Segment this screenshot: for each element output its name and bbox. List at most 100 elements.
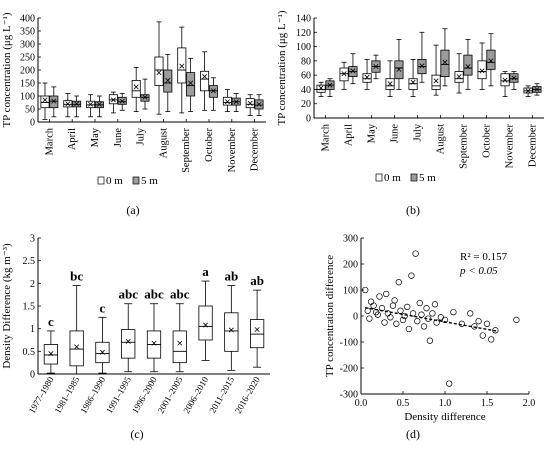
box-period-5-box <box>172 330 187 364</box>
data-point <box>404 303 411 311</box>
y-axis-label: TP concentration (μg L⁻¹) <box>276 10 288 125</box>
x-tick-label: 2001–2005 <box>156 375 185 416</box>
legend-label: 5 m <box>419 172 436 184</box>
data-point <box>362 286 369 294</box>
panel-b: 0 20 40 60 80 100 120 140 TP concentration (μg L… <box>276 0 550 224</box>
panel-label: (d) <box>406 427 420 441</box>
plot-area: 0 20 40 60 80 100 120 140 TP concentration (μg L… <box>276 10 544 169</box>
x-tick-label: 2006–2010 <box>181 375 210 416</box>
box-5m-june-mean-marker <box>119 98 125 104</box>
box-5m-august-mean-marker <box>165 77 171 83</box>
box-5m-may-mean-marker <box>96 101 102 107</box>
box-5m-august-mean-marker <box>442 59 448 65</box>
box-5m-october-mean-marker <box>210 88 216 94</box>
x-tick-label: 1.5 <box>481 398 494 409</box>
x-tick-label: 2011–2015 <box>207 375 236 415</box>
box-period-4-mean-marker <box>151 340 157 346</box>
box-5m-july-box <box>140 94 150 102</box>
box-0m-march-mean-marker <box>318 85 324 91</box>
data-point <box>408 272 415 279</box>
x-tick-label: 2016–2020 <box>233 375 262 416</box>
y-tick-label: 400 <box>20 14 35 25</box>
x-tick-label: 1.0 <box>439 398 452 409</box>
box-0m-may-mean-marker <box>364 74 370 80</box>
box-period-0-mean-marker <box>48 351 54 357</box>
box-0m-september-mean-marker <box>179 63 185 69</box>
box-0m-june-box <box>108 94 118 105</box>
box-period-8-box <box>250 319 265 349</box>
box-0m-august-mean-marker <box>156 70 162 76</box>
y-tick-label: 120 <box>296 28 311 39</box>
box-0m-october-box <box>200 70 210 92</box>
y-tick-label: 150 <box>20 79 35 90</box>
y-tick-label: -300 <box>340 390 358 401</box>
significance-letter: c <box>100 300 106 315</box>
x-tick-label: December <box>528 123 539 167</box>
box-period-3-mean-marker <box>125 338 131 344</box>
data-point <box>471 323 478 330</box>
legend-label: 0 m <box>384 172 401 184</box>
y-tick-label: 40 <box>301 85 311 96</box>
data-point <box>374 311 381 318</box>
data-point <box>431 301 439 308</box>
box-5m-october-box <box>486 49 496 70</box>
data-point <box>393 320 400 327</box>
box-5m-december-mean-marker <box>534 86 540 92</box>
x-tick-label: 0.5 <box>397 398 410 409</box>
box-5m-september-mean-marker <box>465 64 471 70</box>
x-tick-label: June <box>113 128 124 148</box>
data-point <box>364 307 371 314</box>
significance-letter: c <box>48 314 54 329</box>
x-tick-label: March <box>321 123 332 151</box>
x-tick-label: October <box>204 128 215 162</box>
data-point <box>467 310 474 317</box>
data-point <box>483 320 491 327</box>
y-tick-label: 20 <box>301 99 311 110</box>
y-tick-label: 80 <box>301 56 311 67</box>
x-tick-label: 0.0 <box>355 398 368 409</box>
x-tick-label: 1977–1980 <box>27 375 56 416</box>
x-tick-label: December <box>250 127 261 171</box>
data-point <box>437 314 444 321</box>
box-5m-march-mean-marker <box>327 82 333 88</box>
y-tick-label: 350 <box>20 27 35 38</box>
box-0m-december-mean-marker <box>525 88 531 94</box>
box-5m-june-mean-marker <box>396 66 402 72</box>
x-tick-label: April <box>67 128 78 150</box>
data-point <box>420 323 428 330</box>
data-point <box>426 337 434 344</box>
data-point <box>492 327 499 334</box>
x-tick-label: September <box>181 128 192 173</box>
panel-d: -300 -200 -100 0 100 200 300 0.0 0.5 1.0 1.5 2.0 TP … <box>276 224 550 448</box>
y-tick-label: 3 <box>30 234 35 245</box>
box-period-7-mean-marker <box>228 327 234 333</box>
r-squared-annotation: R² = 0.157 <box>460 251 508 263</box>
box-period-5-mean-marker <box>177 340 183 346</box>
box-5m-march-box <box>49 95 59 109</box>
significance-letter: bc <box>70 269 83 284</box>
x-tick-label: November <box>227 128 238 173</box>
legend-label: 0 m <box>106 175 123 187</box>
data-point <box>513 316 520 324</box>
y-tick-label: 300 <box>343 234 358 245</box>
p-value-annotation: p < 0.05 <box>459 265 498 277</box>
box-5m-december-mean-marker <box>256 101 262 107</box>
legend-swatch <box>375 173 383 182</box>
y-tick-label: 60 <box>301 71 311 82</box>
x-tick-label: July <box>136 127 147 145</box>
panel-label: (c) <box>130 427 143 441</box>
box-0m-june-mean-marker <box>110 97 116 103</box>
box-0m-april-mean-marker <box>65 101 71 107</box>
x-tick-label: May <box>367 123 378 143</box>
box-period-7-box <box>224 312 239 352</box>
y-axis-label: TP concentration difference <box>324 255 336 377</box>
y-tick-label: 0 <box>306 114 311 125</box>
box-5m-september-box <box>463 54 473 76</box>
x-tick-label: August <box>436 124 447 154</box>
y-tick-label: 200 <box>343 260 358 271</box>
data-point <box>423 305 430 312</box>
box-5m-august-box <box>163 69 173 93</box>
box-0m-march-mean-marker <box>42 97 48 103</box>
data-point <box>383 290 390 298</box>
box-5m-april-mean-marker <box>74 101 80 107</box>
